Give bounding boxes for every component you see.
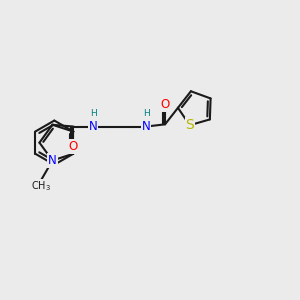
- Text: CH$_3$: CH$_3$: [32, 180, 51, 194]
- Text: N: N: [48, 154, 57, 167]
- Text: O: O: [160, 98, 170, 111]
- Text: N: N: [142, 120, 151, 133]
- Text: N: N: [89, 120, 98, 133]
- Text: O: O: [69, 140, 78, 153]
- Text: S: S: [185, 118, 194, 132]
- Text: H: H: [143, 109, 150, 118]
- Text: H: H: [90, 109, 97, 118]
